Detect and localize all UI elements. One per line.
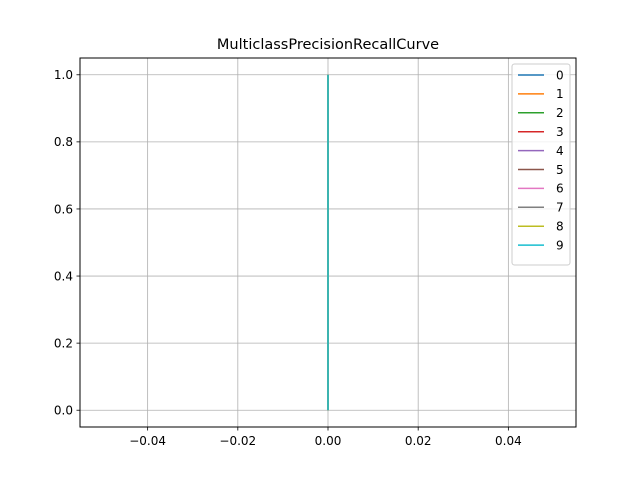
legend-label: 4 [556,144,564,158]
legend-label: 0 [556,68,564,82]
y-tick-label: 0.0 [54,404,73,418]
y-tick-label: 0.2 [54,336,73,350]
plot-area [79,57,577,428]
y-tick-label: 0.8 [54,135,73,149]
chart-title: MulticlassPrecisionRecallCurve [217,37,439,53]
legend-label: 9 [556,238,564,252]
legend-label: 3 [556,125,564,139]
legend-label: 1 [556,87,564,101]
y-axis: 0.0 0.2 0.4 0.6 0.8 1.0 [54,68,80,418]
x-tick-label: −0.02 [219,434,256,448]
y-tick-label: 0.6 [54,202,73,216]
legend-box [511,63,571,266]
legend-label: 8 [556,220,564,234]
y-tick-label: 1.0 [54,68,73,82]
legend: 0 1 2 3 4 5 6 7 8 9 [511,63,571,266]
legend-label: 6 [556,182,564,196]
y-tick-label: 0.4 [54,269,73,283]
x-tick-label: −0.04 [129,434,166,448]
x-tick-label: 0.00 [315,434,342,448]
legend-label: 5 [556,163,564,177]
x-axis: −0.04 −0.02 0.00 0.02 0.04 [129,427,522,448]
x-tick-label: 0.04 [495,434,522,448]
legend-label: 7 [556,201,564,215]
legend-label: 2 [556,106,564,120]
x-tick-label: 0.02 [405,434,432,448]
